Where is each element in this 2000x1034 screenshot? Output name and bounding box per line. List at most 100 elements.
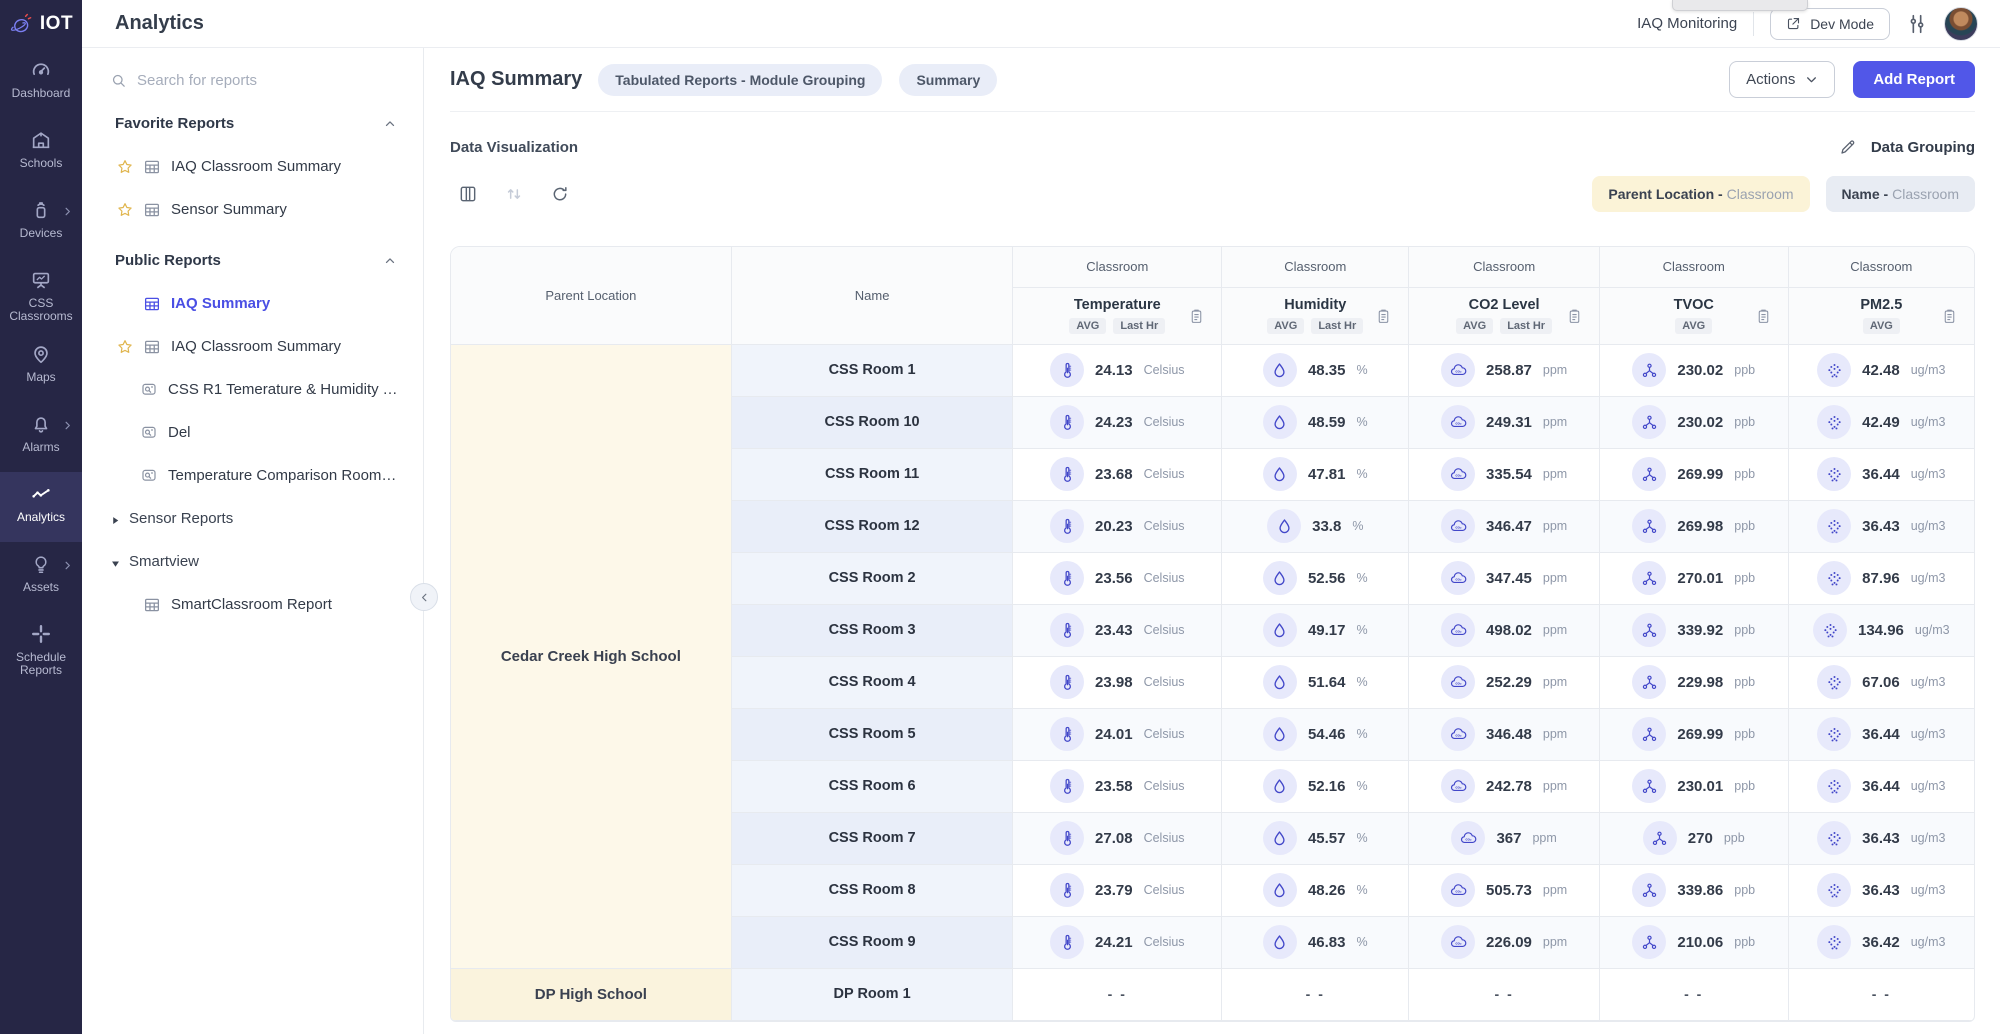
aggregation-chip: Last Hr [1311,318,1363,334]
sidebar-item-dashboard[interactable]: Dashboard [0,48,82,118]
clipboard-icon[interactable] [1566,307,1583,324]
report-list-item[interactable]: Temperature Comparison Room 4... [82,454,423,497]
actions-button[interactable]: Actions [1729,61,1835,98]
column-header-name: Name [731,247,1013,344]
favorite-star-icon[interactable] [116,338,134,356]
metric-unit: ug/m3 [1911,883,1946,897]
co2-icon: co₂ [1441,613,1475,647]
metric-value-cell: co₂ 335.54 ppm [1409,448,1599,500]
thermometer-icon [1050,405,1084,439]
metric-aggregations: AVG [1863,318,1900,334]
svg-text:co₂: co₂ [1455,784,1462,789]
settings-sliders-icon[interactable] [1906,13,1928,35]
report-section-header[interactable]: Public Reports [82,239,423,282]
sidebar-item-analytics[interactable]: Analytics [0,472,82,542]
add-report-button[interactable]: Add Report [1853,61,1975,98]
metric-unit: ppm [1543,779,1567,793]
svg-text:co₂: co₂ [1455,368,1462,373]
metric-value-cell: 48.26 % [1222,864,1409,916]
report-section-header[interactable]: Favorite Reports [82,102,423,145]
metric-value-cell: 23.56 Celsius [1013,552,1222,604]
report-list-item[interactable]: Sensor Summary [82,188,423,231]
report-list-item[interactable]: Smartview [82,540,423,583]
metric-unit: ppm [1543,363,1567,377]
metric-value-cell: 270.01 ppb [1599,552,1788,604]
clipboard-icon[interactable] [1188,307,1205,324]
molecule-icon [1632,353,1666,387]
metric-unit: ug/m3 [1911,831,1946,845]
sidebar-item-schedule-reports[interactable]: Schedule Reports [0,612,82,686]
grouping-chip[interactable]: Parent Location - Classroom [1592,176,1809,212]
metric-unit: ug/m3 [1911,727,1946,741]
report-list-item[interactable]: IAQ Classroom Summary [82,145,423,188]
report-list-item[interactable]: SmartClassroom Report [82,583,423,626]
metric-unit: ppm [1543,727,1567,741]
data-grouping-title: Data Grouping [1871,139,1975,156]
app-logo[interactable]: IOT [0,0,82,48]
clipboard-icon[interactable] [1941,307,1958,324]
metric-unit: ug/m3 [1911,779,1946,793]
metric-unit: Celsius [1144,779,1185,793]
metric-value-cell: 339.92 ppb [1599,604,1788,656]
metric-value: 20.23 [1095,518,1133,535]
metric-value-cell: 36.44 ug/m3 [1788,760,1974,812]
metric-value-cell: 23.58 Celsius [1013,760,1222,812]
dev-mode-button[interactable]: Dev Mode [1770,8,1890,40]
data-visualization-title: Data Visualization [450,139,578,156]
metric-unit: ppm [1543,467,1567,481]
report-label: Sensor Summary [171,201,287,218]
report-list-item[interactable]: Del [82,411,423,454]
report-list-item[interactable]: Sensor Reports [82,497,423,540]
clipboard-icon[interactable] [1375,307,1392,324]
divider [1753,12,1754,36]
report-label: IAQ Classroom Summary [171,158,341,175]
external-link-icon [1786,16,1801,31]
thermometer-icon [1050,561,1084,595]
sort-rows-icon[interactable] [504,184,524,204]
clipboard-icon[interactable] [1755,307,1772,324]
sidebar-item-devices[interactable]: Devices [0,188,82,258]
molecule-icon [1632,925,1666,959]
user-avatar[interactable] [1944,7,1978,41]
molecule-icon [1632,769,1666,803]
top-bar: Analytics IAQ Monitoring Dev Mode [82,0,2000,48]
metric-unit: ppm [1543,883,1567,897]
metric-value-cell: co₂ 252.29 ppm [1409,656,1599,708]
molecule-icon [1632,717,1666,751]
edit-pencil-icon[interactable] [1839,138,1857,156]
metric-value-cell: 134.96 ug/m3 [1788,604,1974,656]
metric-name: CO2 Level [1469,297,1540,313]
sidebar-item-css-classrooms[interactable]: CSS Classrooms [0,258,82,332]
sidebar-item-maps[interactable]: Maps [0,332,82,402]
metric-value-cell: 270 ppb [1599,812,1788,864]
metric-value: 52.16 [1308,778,1346,795]
metric-unit: % [1356,935,1367,949]
report-list-item[interactable]: CSS R1 Temerature & Humidity Tr... [82,368,423,411]
classroom-group-header: Classroom [1599,247,1788,287]
refresh-icon[interactable] [550,184,570,204]
metric-value: 48.26 [1308,882,1346,899]
room-name-cell: CSS Room 1 [731,344,1013,396]
columns-icon[interactable] [458,184,478,204]
sidebar-item-assets[interactable]: Assets [0,542,82,612]
co2-icon: co₂ [1441,457,1475,491]
sidebar-item-schools[interactable]: Schools [0,118,82,188]
report-list-item[interactable]: IAQ Classroom Summary [82,325,423,368]
droplet-icon [1263,925,1297,959]
favorite-star-icon[interactable] [116,158,134,176]
nav-label: Assets [23,581,59,594]
metric-value: 252.29 [1486,674,1532,691]
search-input[interactable] [137,72,403,89]
droplet-icon [1263,561,1297,595]
grouping-chip[interactable]: Name - Classroom [1826,176,1975,212]
room-name-cell: CSS Room 2 [731,552,1013,604]
nav-label: Alarms [22,441,59,454]
panel-collapse-button[interactable] [410,583,438,611]
metric-value: 36.42 [1862,934,1900,951]
report-list-item[interactable]: IAQ Summary [82,282,423,325]
favorite-star-icon[interactable] [116,201,134,219]
molecule-icon [1632,613,1666,647]
co2-icon: co₂ [1441,717,1475,751]
droplet-icon [1267,509,1301,543]
sidebar-item-alarms[interactable]: Alarms [0,402,82,472]
